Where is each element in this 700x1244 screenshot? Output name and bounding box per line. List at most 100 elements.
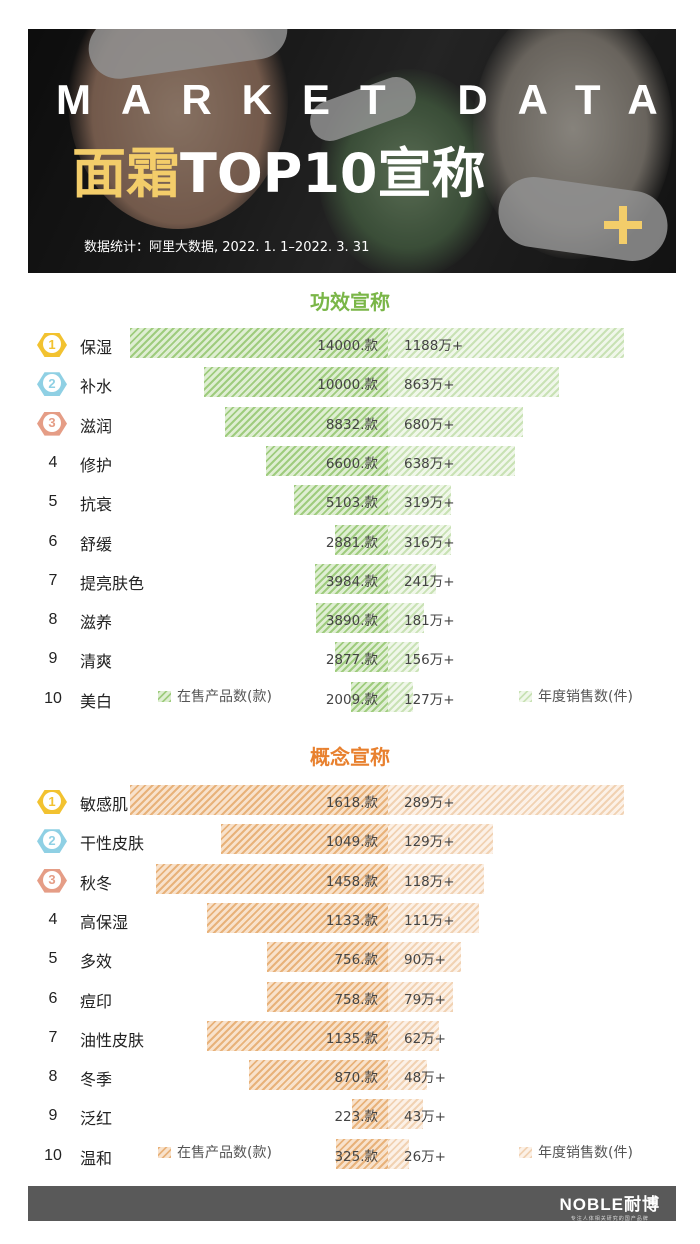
- chart-row: 4 修护 6600.款 638万+: [0, 445, 700, 485]
- chart-row: 9 清爽 2877.款 156万+: [0, 642, 700, 681]
- bar-products: [221, 824, 388, 855]
- rank-medal-icon: 1: [34, 329, 70, 361]
- bar-sales: [388, 1138, 409, 1169]
- category-label: 滋润: [80, 416, 113, 436]
- value-label-products: 2009.款: [325, 691, 378, 708]
- value-label-sales: 90万+: [404, 952, 446, 969]
- hero-photo-overlay: [28, 29, 676, 273]
- value-label-sales: 156万+: [404, 652, 455, 669]
- rank-number: 1: [43, 792, 61, 810]
- rank-number: 5: [48, 493, 58, 511]
- chart-row: 1 敏感肌 1618.款 289万+: [0, 785, 700, 824]
- value-label-sales: 43万+: [404, 1109, 446, 1126]
- legend-label: 在售产品数(款): [177, 1145, 272, 1161]
- value-label-sales: 26万+: [404, 1148, 446, 1165]
- value-label-products: 325.款: [334, 1148, 378, 1165]
- rank-number: 7: [48, 571, 58, 589]
- rank-number: 3: [43, 870, 61, 889]
- value-label-products: 1049.款: [325, 834, 378, 851]
- rank-number: 2: [43, 831, 61, 850]
- legend-label: 年度销售数(件): [538, 1145, 633, 1161]
- legend-item-sales: 年度销售数(件): [519, 1142, 633, 1162]
- bar-products: [130, 785, 388, 815]
- chart-row: 3 滋润 8832.款 680万+: [0, 406, 700, 446]
- bar-sales: [388, 524, 451, 555]
- category-label: 泛红: [80, 1109, 113, 1129]
- rank-number: 1: [43, 335, 61, 353]
- bar-sales: [388, 328, 624, 358]
- section-title: 功效宣称: [310, 290, 390, 314]
- bar-sales: [388, 981, 453, 1012]
- section-title: 概念宣称: [310, 745, 390, 769]
- value-label-products: 758.款: [334, 991, 378, 1008]
- chart-row: 9 泛红 223.款 43万+: [0, 1099, 700, 1138]
- value-label-sales: 48万+: [404, 1070, 446, 1087]
- data-source-note: 数据统计：阿里大数据, 2022. 1. 1–2022. 3. 31: [84, 240, 370, 255]
- value-label-sales: 319万+: [404, 495, 455, 512]
- rank-number: 8: [48, 1068, 58, 1086]
- bar-products: [225, 406, 388, 437]
- hero-subtitle-highlight: 面霜: [72, 142, 180, 205]
- value-label-products: 1618.款: [325, 795, 378, 811]
- plus-icon: [604, 206, 642, 244]
- category-label: 油性皮肤: [80, 1030, 145, 1050]
- value-label-products: 14000.款: [317, 338, 378, 354]
- bar-products: [336, 1138, 388, 1169]
- rank-number: 7: [48, 1028, 58, 1046]
- bar-sales: [388, 785, 624, 815]
- bar-products: [204, 367, 388, 398]
- bar-sales: [388, 406, 523, 437]
- value-label-sales: 129万+: [404, 834, 455, 851]
- bar-products: [267, 942, 388, 973]
- bar-sales: [388, 367, 559, 398]
- bar-sales: [388, 445, 515, 476]
- value-label-products: 10000.款: [317, 377, 378, 394]
- bar-products: [207, 1020, 388, 1051]
- value-label-sales: 111万+: [404, 912, 455, 929]
- bar-products: [207, 902, 388, 933]
- chart-row: 7 提亮肤色 3984.款 241万+: [0, 563, 700, 603]
- value-label-products: 3984.款: [325, 573, 378, 590]
- bar-products: [335, 642, 388, 673]
- rank-number: 3: [43, 413, 61, 432]
- value-label-sales: 241万+: [404, 573, 455, 590]
- bar-sales: [388, 863, 484, 894]
- value-label-sales: 181万+: [404, 613, 455, 630]
- category-label: 滋养: [80, 613, 113, 633]
- chart-row: 5 多效 756.款 90万+: [0, 942, 700, 981]
- category-label: 舒缓: [80, 534, 113, 554]
- rank-number: 9: [48, 1107, 58, 1125]
- bar-sales: [388, 1099, 423, 1130]
- rank-number: 4: [48, 910, 58, 928]
- chart-row: 7 油性皮肤 1135.款 62万+: [0, 1020, 700, 1060]
- rank-number: 5: [48, 950, 58, 968]
- bar-sales: [388, 1020, 439, 1051]
- rank-number: 10: [44, 1146, 62, 1164]
- legend-swatch: [519, 1146, 532, 1158]
- category-label: 抗衰: [80, 495, 113, 515]
- bar-products: [156, 863, 388, 894]
- value-label-products: 1135.款: [325, 1030, 378, 1047]
- rank-number: 2: [43, 374, 61, 393]
- legend-label: 年度销售数(件): [538, 689, 633, 705]
- bar-sales: [388, 902, 479, 933]
- chart-row: 5 抗衰 5103.款 319万+: [0, 485, 700, 524]
- chart-row: 8 冬季 870.款 48万+: [0, 1060, 700, 1099]
- value-label-sales: 680万+: [404, 416, 455, 433]
- category-label: 高保湿: [80, 912, 129, 932]
- rank-number: 10: [44, 689, 62, 707]
- category-label: 干性皮肤: [80, 834, 145, 854]
- value-label-sales: 289万+: [404, 795, 455, 811]
- bar-sales: [388, 642, 419, 673]
- category-label: 敏感肌: [80, 795, 129, 814]
- value-label-sales: 118万+: [404, 873, 455, 890]
- value-label-sales: 62万+: [404, 1030, 446, 1047]
- bar-products: [130, 328, 388, 358]
- category-label: 提亮肤色: [80, 573, 145, 593]
- bar-sales: [388, 824, 493, 855]
- legend-swatch: [519, 690, 532, 702]
- rank-medal-icon: 2: [34, 825, 70, 857]
- chart-row: 2 干性皮肤 1049.款 129万+: [0, 824, 700, 863]
- bar-sales: [388, 681, 413, 712]
- value-label-sales: 638万+: [404, 455, 455, 472]
